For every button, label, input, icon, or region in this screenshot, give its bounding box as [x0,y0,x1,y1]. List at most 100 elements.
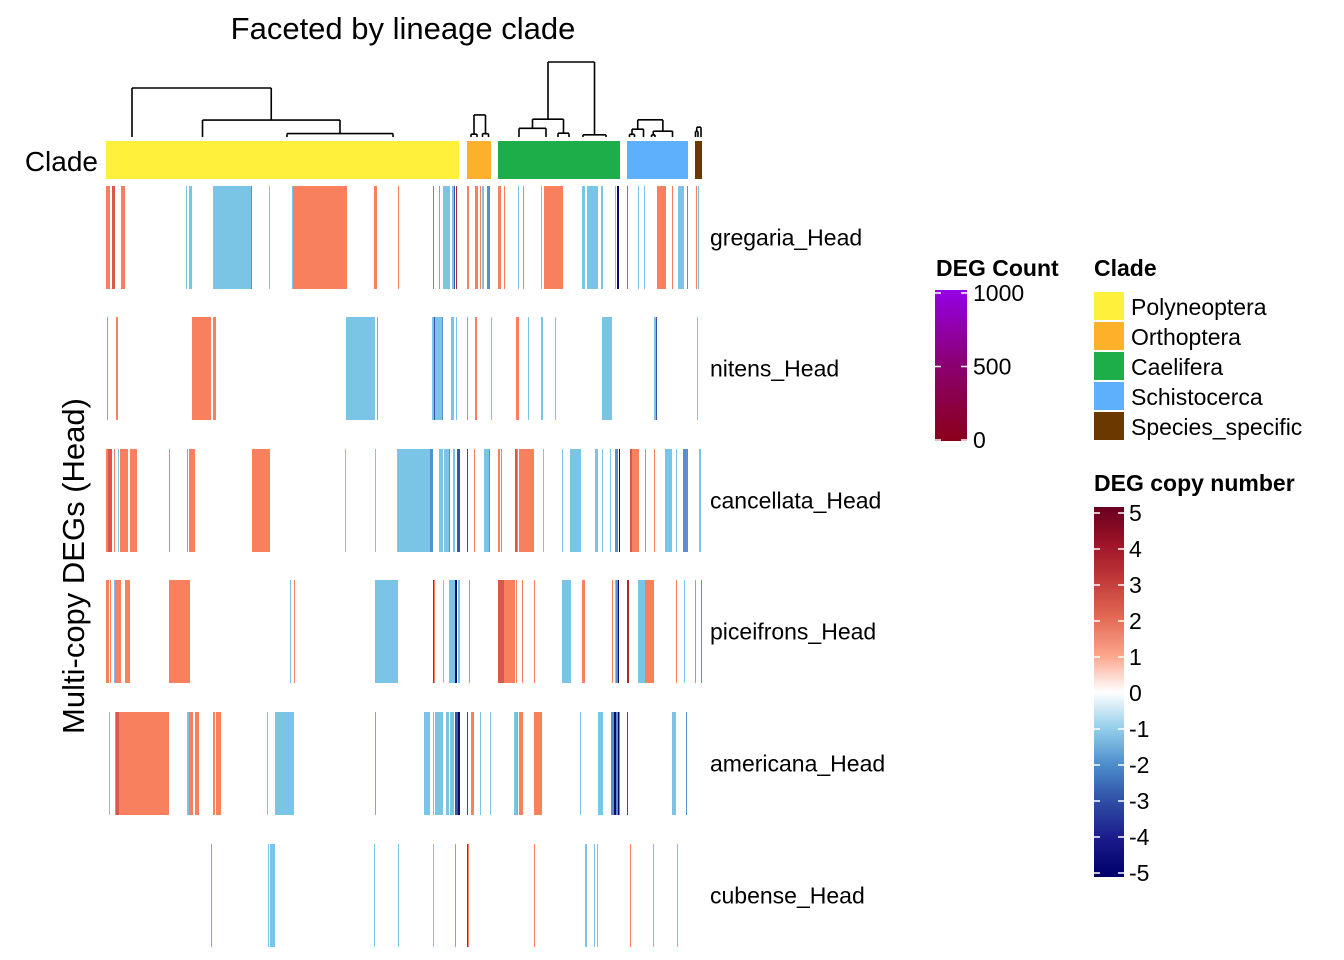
heatmap-cell [534,712,542,815]
heatmap-cell [455,580,457,683]
heatmap-cell [467,186,469,289]
heatmap-cell [216,712,221,815]
heatmap-cell [107,317,108,420]
heatmap-row [106,449,701,552]
heatmap-cell [467,712,468,815]
heatmap-cell [632,449,639,552]
heatmap-cell [189,186,192,289]
copy-number-tick-label: 5 [1129,500,1142,526]
heatmap-cell [676,449,677,552]
heatmap-cell [619,449,620,552]
heatmap-cell [397,449,430,552]
heatmap-cell [523,186,524,289]
heatmap-cell [541,186,542,289]
heatmap-cell [469,580,470,683]
legend-copy-number: DEG copy number 5 4 3 2 1 0 -1 -2 -3 -4 -5 [1094,470,1295,886]
heatmap-cell [467,449,468,552]
heatmap-cell [186,186,187,289]
heatmap-cell [211,844,212,947]
heatmap-cell [375,580,398,683]
heatmap-cell [672,712,676,815]
heatmap-cell [697,317,698,420]
heatmap-cell [443,580,444,683]
heatmap-cell [192,317,211,420]
heatmap-cell [562,449,563,552]
copy-number-tick-label: 4 [1129,536,1142,562]
heatmap-cell [504,186,505,289]
heatmap-cell [424,712,430,815]
heatmap-cell [687,186,688,289]
legend-clade-label: Species_specific [1131,414,1302,440]
heatmap-cell [187,712,189,815]
heatmap-cell [454,186,455,289]
heatmap-cell [645,580,654,683]
heatmap-cell [630,449,632,552]
heatmap-cell [514,712,517,815]
heatmap-cell [602,449,603,552]
heatmap-cell [701,580,702,683]
heatmap-cell [374,844,375,947]
heatmap-cell [602,317,612,420]
heatmap-cell [528,317,529,420]
row-labels: gregaria_Head nitens_Head cancellata_Headp… [710,225,885,909]
heatmap-cell [518,186,519,289]
heatmap-cell [433,712,434,815]
heatmap-cell [114,580,115,683]
legend-swatch [1094,382,1124,410]
heatmap-cell [292,186,293,289]
heatmap-row [211,844,678,947]
heatmap-cell [615,580,616,683]
heatmap-cell [498,186,501,289]
heatmap-cell [458,712,460,815]
heatmap-cell [125,580,130,683]
legend-clade-label: Schistocerca [1131,384,1263,410]
heatmap-cell [522,580,523,683]
heatmap-cell [118,449,119,552]
deg-count-colorbar [935,290,967,441]
heatmap-cell [570,449,581,552]
heatmap-cell [106,449,108,552]
heatmap-cell [269,186,270,289]
heatmap-cell [686,712,687,815]
heatmap-cell [519,449,534,552]
copy-number-tick-label: -5 [1129,860,1149,886]
deg-count-tick-label: 500 [973,354,1011,380]
heatmap-cell [450,712,454,815]
heatmap-cell [115,580,121,683]
copy-number-tick-label: 2 [1129,608,1142,634]
row-label: cancellata_Head [710,488,881,514]
copy-number-tick-label: 3 [1129,572,1142,598]
row-label: piceifrons_Head [710,619,876,645]
copy-number-colorbar [1094,507,1124,877]
heatmap-cell [482,186,484,289]
heatmap-cell [638,186,639,289]
heatmap-cell [119,712,169,815]
heatmap-cell [444,449,449,552]
clade-annotation-cell [627,141,688,179]
heatmap-cell [443,186,450,289]
heatmap-cell [627,580,629,683]
heatmap-cell [582,186,585,289]
heatmap-cell [645,449,646,552]
heatmap-cell [615,449,618,552]
heatmap-cell [433,844,434,947]
heatmap-cell [517,712,518,815]
dendrogram-branches [131,61,702,137]
heatmap-cell [432,317,443,420]
heatmap-cell [446,712,449,815]
heatmap-cell [595,449,598,552]
heatmap-cell [458,580,460,683]
heatmap-cell [516,317,519,420]
column-dendrogram [131,61,702,137]
heatmap-cell [169,449,170,552]
heatmap-cell [696,186,697,289]
heatmap-cell [474,449,475,552]
y-axis-label: Multi-copy DEGs (Head) [56,398,91,734]
heatmap-cell [120,449,128,552]
heatmap-cell [683,449,688,552]
heatmap-cell [657,186,666,289]
heatmap-cell [187,449,188,552]
heatmap-cell [374,186,377,289]
heatmap-cell [346,317,375,420]
